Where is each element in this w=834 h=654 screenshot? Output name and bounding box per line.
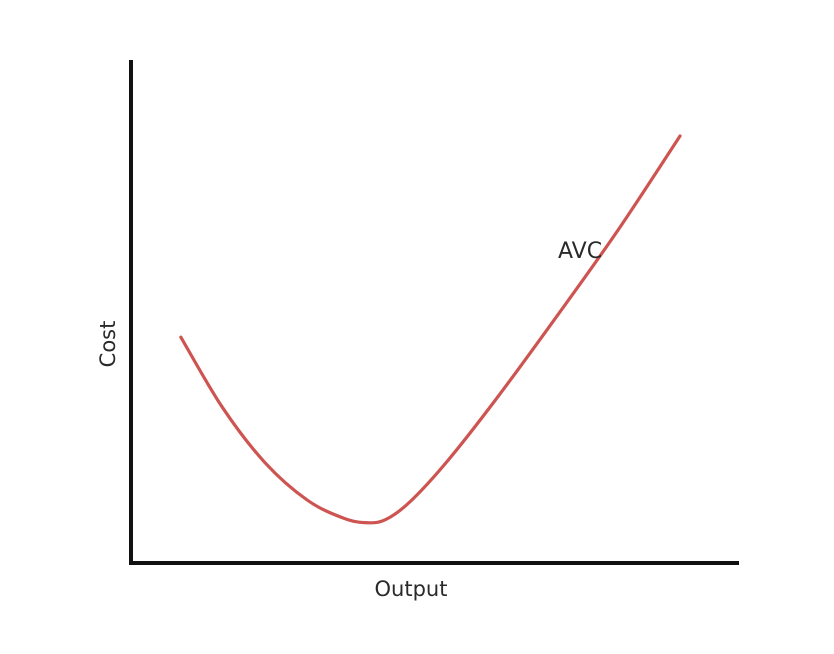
y-axis-title: Cost — [96, 321, 120, 368]
x-axis-title: Output — [375, 577, 448, 601]
avc-label: AVC — [558, 239, 602, 264]
avc-curve — [179, 134, 682, 525]
